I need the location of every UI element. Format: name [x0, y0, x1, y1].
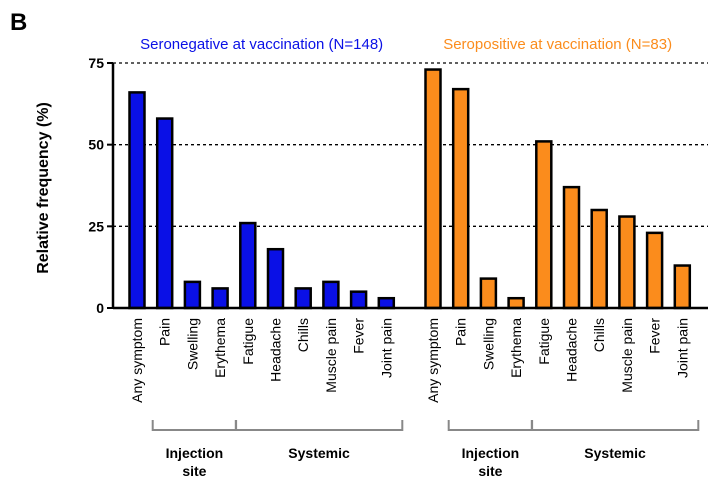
bar [183, 280, 202, 310]
bar [479, 277, 498, 310]
bar [377, 296, 396, 310]
bar [562, 185, 581, 310]
x-tick-label: Fever [351, 318, 367, 354]
x-tick-label: Muscle pain [619, 318, 635, 393]
y-tick-label: 0 [96, 300, 104, 316]
bar [239, 221, 257, 310]
bracket [234, 420, 404, 431]
bracket [447, 420, 534, 431]
y-tick-label: 25 [88, 218, 104, 234]
bar [507, 296, 525, 310]
group-title: Seropositive at vaccination (N=83) [443, 36, 672, 53]
bar [322, 280, 340, 310]
bar [211, 287, 229, 310]
panel-label: B [10, 9, 27, 36]
y-axis-label: Relative frequency (%) [35, 102, 52, 274]
bracket-box: Systemic [584, 445, 646, 461]
bar [349, 290, 368, 310]
bar [673, 264, 692, 310]
bracket-label: Injection site [461, 445, 520, 479]
bracket [530, 420, 700, 431]
x-tick-label: Chills [295, 318, 311, 352]
x-tick-label: Pain [453, 318, 469, 346]
x-tick-label: Swelling [184, 318, 200, 370]
x-tick-label: Erythema [212, 318, 228, 378]
bracket-box: Systemic [288, 445, 350, 461]
bar [618, 215, 636, 310]
x-tick-label: Muscle pain [323, 318, 339, 393]
bracket-label: Injection site [165, 445, 224, 479]
bracket [151, 420, 238, 431]
x-tick-label: Headache [268, 318, 284, 382]
bracket-box: Injection site [165, 445, 224, 479]
x-tick-label: Any symptom [129, 318, 145, 403]
x-tick-label: Erythema [508, 318, 524, 378]
x-tick-label: Fatigue [536, 318, 552, 365]
bracket-box: Injection site [461, 445, 520, 479]
x-tick-label: Chills [591, 318, 607, 352]
bar [266, 247, 285, 310]
x-tick-label: Fever [647, 318, 663, 354]
group-title: Seronegative at vaccination (N=148) [140, 36, 383, 53]
y-tick-label: 50 [88, 137, 104, 153]
x-tick-label: Joint pain [378, 318, 394, 378]
x-tick-label: Pain [157, 318, 173, 346]
y-tick-label: 75 [88, 55, 104, 71]
x-tick-label: Joint pain [674, 318, 690, 378]
bar [128, 91, 146, 310]
bar [294, 287, 312, 310]
bar [451, 87, 470, 310]
x-tick-label: Fatigue [240, 318, 256, 365]
x-tick-label: Headache [564, 318, 580, 382]
x-tick-label: Any symptom [425, 318, 441, 403]
bracket-label: Systemic [288, 445, 350, 461]
bar [155, 117, 174, 310]
bar [535, 140, 553, 310]
bar [424, 68, 442, 310]
bracket-label: Systemic [584, 445, 646, 461]
x-tick-label: Swelling [480, 318, 496, 370]
bar [645, 231, 664, 310]
bar [590, 208, 608, 310]
